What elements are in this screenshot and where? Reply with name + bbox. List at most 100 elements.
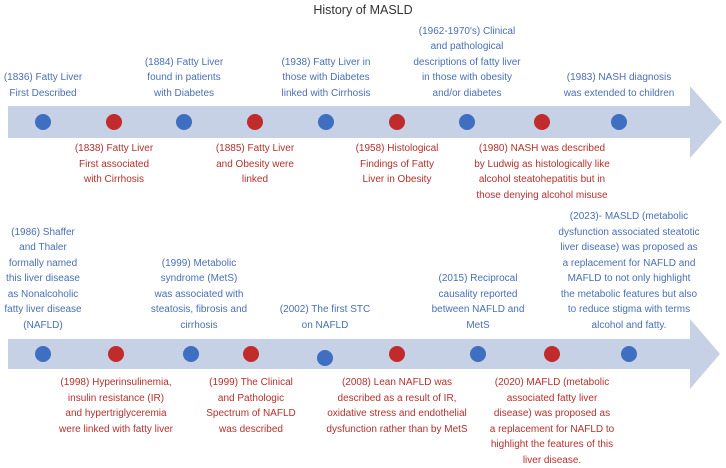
timeline-dot-blue	[183, 346, 199, 362]
event-text-line: this liver disease	[4, 271, 81, 287]
event-text-line: was extended to children	[564, 86, 675, 102]
timeline-dot-blue	[459, 114, 475, 130]
event-text-line: Liver in Obesity	[356, 172, 439, 188]
event-text-line: linked	[216, 172, 294, 188]
event-text-line: (1958) Histological	[356, 141, 439, 157]
event-text-line: fatty liver disease	[4, 302, 81, 318]
event-text-line: (2015) Reciprocal	[432, 271, 525, 287]
event-text-line: the metabolic features but also	[558, 287, 699, 303]
event-text-line: (1938) Fatty Liver in	[282, 55, 371, 71]
event-text-line: was associated with	[151, 287, 247, 303]
event-text-line: formally named	[4, 256, 81, 272]
event-text-line: (1838) Fatty Liver	[75, 141, 153, 157]
timeline-dot-blue	[318, 114, 334, 130]
event-text-line: with Cirrhosis	[75, 172, 153, 188]
event-text-line: and Pathologic	[206, 391, 295, 407]
event-text-line: highlight the features of this	[490, 437, 615, 453]
event-text-line: with Diabetes	[145, 86, 223, 102]
event-text-line: disease) was proposed as	[490, 406, 615, 422]
event-text-line: First associated	[75, 157, 153, 173]
timeline-dot-red	[544, 346, 560, 362]
event-text-line: MetS	[432, 318, 525, 334]
timeline-dot-red	[106, 114, 122, 130]
timeline-dot-red	[389, 346, 405, 362]
event-text-line: MAFLD to not only highlight	[558, 271, 699, 287]
event-text-line: (1884) Fatty Liver	[145, 55, 223, 71]
event-text-line: found in patients	[145, 70, 223, 86]
timeline-dot-red	[247, 114, 263, 130]
timeline-dot-red	[389, 114, 405, 130]
event-text-line: (1998) Hyperinsulinemia,	[59, 375, 173, 391]
event-text-line: (NAFLD)	[4, 318, 81, 334]
event-text-line: to reduce stigma with terms	[558, 302, 699, 318]
event-text-line: on NAFLD	[280, 318, 370, 334]
event-text-line: and hypertriglyceremia	[59, 406, 173, 422]
event-text-line: alcohol and fatty.	[558, 318, 699, 334]
timeline-dot-red	[534, 114, 550, 130]
event-text-line: (2002) The first STC	[280, 302, 370, 318]
event-text-line: oxidative stress and endothelial	[326, 406, 467, 422]
event-text-line: and Obesity were	[216, 157, 294, 173]
event-text-line: insulin resistance (IR)	[59, 391, 173, 407]
event-text-line: (2023)- MASLD (metabolic	[558, 209, 699, 225]
event-text-line: (2008) Lean NAFLD was	[326, 375, 467, 391]
timeline-event-label: (1998) Hyperinsulinemia,insulin resistan…	[59, 375, 173, 437]
event-text-line: causality reported	[432, 287, 525, 303]
event-text-line: linked with Cirrhosis	[282, 86, 371, 102]
event-text-line: were linked with fatty liver	[59, 422, 173, 438]
event-text-line: those with Diabetes	[282, 70, 371, 86]
event-text-line: liver disease) was proposed as	[558, 240, 699, 256]
event-text-line: (1962-1970's) Clinical	[413, 24, 520, 40]
event-text-line: First Described	[4, 86, 82, 102]
timeline-dot-blue	[621, 346, 637, 362]
event-text-line: a replacement for NAFLD and	[558, 256, 699, 272]
event-text-line: dysfunction rather than by MetS	[326, 422, 467, 438]
timeline-dot-blue	[176, 114, 192, 130]
event-text-line: as Nonalcoholic	[4, 287, 81, 303]
event-text-line: (1999) The Clinical	[206, 375, 295, 391]
event-text-line: (1999) Metabolic	[151, 256, 247, 272]
timeline-dot-red	[108, 346, 124, 362]
event-text-line: in those with obesity	[413, 70, 520, 86]
event-text-line: and/or diabetes	[413, 86, 520, 102]
event-text-line: steatosis, fibrosis and	[151, 302, 247, 318]
event-text-line: associated fatty liver	[490, 391, 615, 407]
event-text-line: and Thaler	[4, 240, 81, 256]
event-text-line: alcohol steatohepatitis but in	[474, 172, 610, 188]
event-text-line: Findings of Fatty	[356, 157, 439, 173]
timeline-dot-blue	[35, 114, 51, 130]
event-text-line: (1885) Fatty Liver	[216, 141, 294, 157]
timeline-dot-blue	[611, 114, 627, 130]
event-text-line: cirrhosis	[151, 318, 247, 334]
event-text-line: (1986) Shaffer	[4, 225, 81, 241]
event-text-line: (1980) NASH was described	[474, 141, 610, 157]
event-text-line: those denying alcohol misuse	[474, 188, 610, 204]
event-text-line: (2020) MAFLD (metabolic	[490, 375, 615, 391]
event-text-line: (1983) NASH diagnosis	[564, 70, 675, 86]
event-text-line: by Ludwig as histologically like	[474, 157, 610, 173]
event-text-line: a replacement for NAFLD to	[490, 422, 615, 438]
event-text-line: Spectrum of NAFLD	[206, 406, 295, 422]
event-text-line: between NAFLD and	[432, 302, 525, 318]
event-text-line: (1836) Fatty Liver	[4, 70, 82, 86]
timeline-dot-blue	[35, 346, 51, 362]
timeline-dot-blue	[317, 350, 333, 366]
event-text-line: dysfunction associated steatotic	[558, 225, 699, 241]
event-text-line: syndrome (MetS)	[151, 271, 247, 287]
event-text-line: was described	[206, 422, 295, 438]
